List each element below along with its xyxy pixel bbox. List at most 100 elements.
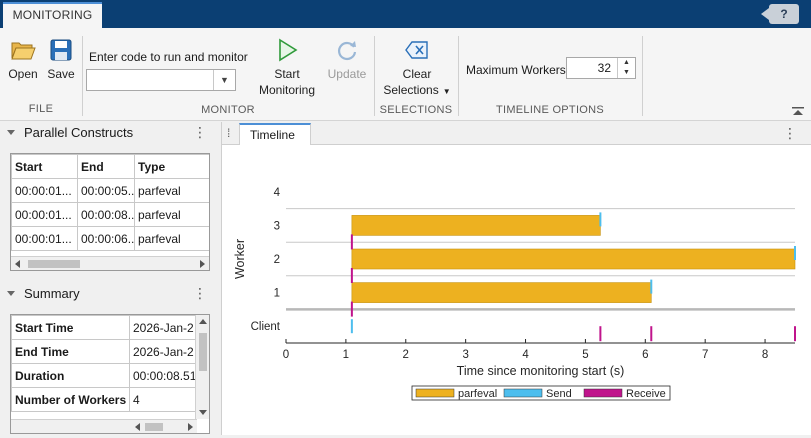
document-options-icon[interactable]: ⋮ <box>783 125 797 141</box>
scroll-thumb[interactable] <box>28 260 80 268</box>
table-row[interactable]: 00:00:01... 00:00:05... parfeval <box>11 178 209 203</box>
tab-monitoring[interactable]: MONITORING <box>3 2 102 28</box>
y-tick-label: 2 <box>274 254 280 266</box>
y-tick-label: Client <box>251 321 281 333</box>
open-button[interactable]: Open <box>6 38 40 82</box>
max-workers-label: Maximum Workers <box>466 63 566 77</box>
divider <box>642 36 643 116</box>
play-icon <box>279 38 298 62</box>
x-tick-label: 5 <box>582 349 588 361</box>
cell-end: 00:00:06... <box>77 226 135 251</box>
collapse-arrow-icon[interactable] <box>7 130 15 135</box>
timeline-chart[interactable]: 4 3 2 1 Client 0 1 2 3 4 5 6 7 8 Time since monitoring… <box>222 145 811 435</box>
update-label: Update <box>327 67 367 81</box>
summary-row: Start Time 2026-Jan-2 <box>11 315 198 340</box>
start-label-line2: Monitoring <box>258 83 316 97</box>
column-header[interactable]: Type <box>134 154 209 179</box>
open-label: Open <box>8 67 38 81</box>
y-axis-label: Worker <box>233 239 247 279</box>
y-tick-label: 1 <box>274 288 280 300</box>
parfeval-bar <box>351 248 796 270</box>
document-tab-strip: ⁞ Timeline ⋮ <box>222 122 811 145</box>
x-tick-label: 4 <box>522 349 529 361</box>
summary-key: Start Time <box>11 315 130 340</box>
cell-type: parfeval <box>134 226 209 251</box>
cell-end: 00:00:05... <box>77 178 135 203</box>
spinner-arrows-icon[interactable]: ▲ ▼ <box>617 58 635 78</box>
x-tick-label: 8 <box>762 349 768 361</box>
file-section: Open Save FILE <box>0 34 82 119</box>
code-input-label: Enter code to run and monitor <box>89 50 248 64</box>
scroll-thumb[interactable] <box>199 333 207 371</box>
document-menu-icon[interactable]: ⁞ <box>227 126 231 140</box>
parallel-constructs-header[interactable]: Parallel Constructs ⋮ <box>0 122 221 144</box>
cell-type: parfeval <box>134 178 209 203</box>
scroll-up-icon[interactable] <box>199 319 207 324</box>
legend-swatch <box>503 388 543 398</box>
parfeval-bar <box>351 215 601 236</box>
summary-title: Summary <box>24 286 80 301</box>
divider <box>374 36 375 116</box>
parallel-constructs-table: Start End Type 00:00:01... 00:00:05... p… <box>10 153 210 271</box>
summary-key: Duration <box>11 363 130 388</box>
summary-table: Start Time 2026-Jan-2 End Time 2026-Jan-… <box>10 314 210 434</box>
vertical-scrollbar[interactable] <box>195 315 209 419</box>
collapse-arrow-icon[interactable] <box>7 291 15 296</box>
summary-value: 2026-Jan-2 <box>129 339 198 364</box>
legend-swatch <box>583 388 623 398</box>
collapse-toolstrip-icon[interactable] <box>792 107 804 115</box>
panel-menu-icon[interactable]: ⋮ <box>193 124 207 140</box>
timeline-options-section-title: TIMELINE OPTIONS <box>495 104 605 116</box>
summary-row: End Time 2026-Jan-2 <box>11 339 198 364</box>
horizontal-scrollbar[interactable] <box>11 256 209 270</box>
divider <box>221 122 222 435</box>
code-input-field[interactable]: ▼ <box>86 69 236 91</box>
column-header[interactable]: End <box>77 154 135 179</box>
horizontal-scrollbar[interactable] <box>11 419 197 433</box>
parallel-constructs-title: Parallel Constructs <box>24 125 134 140</box>
help-button[interactable]: ? <box>761 4 799 24</box>
panel-menu-icon[interactable]: ⋮ <box>193 285 207 301</box>
x-tick-label: 1 <box>343 349 349 361</box>
scroll-left-icon[interactable] <box>135 423 140 431</box>
start-label-line1: Start <box>274 67 300 81</box>
parfeval-bar <box>351 282 652 303</box>
cell-start: 00:00:01... <box>11 226 78 251</box>
summary-value: 4 <box>129 387 198 412</box>
chevron-down-icon[interactable]: ▼ <box>213 70 235 90</box>
scroll-left-icon[interactable] <box>15 260 20 268</box>
x-tick-label: 0 <box>283 349 289 361</box>
save-button[interactable]: Save <box>44 38 78 82</box>
scroll-right-icon[interactable] <box>188 423 193 431</box>
monitor-section-title: MONITOR <box>201 104 255 116</box>
toolstrip: Open Save FILE Enter code to run and mon… <box>0 28 811 121</box>
clear-label-line1: Clear <box>402 67 432 81</box>
legend-label: Receive <box>626 388 666 400</box>
summary-key: Number of Workers <box>11 387 130 412</box>
start-monitoring-button[interactable]: Start Monitoring <box>252 38 322 98</box>
summary-value: 00:00:08.51 <box>129 363 198 388</box>
summary-row: Number of Workers 4 <box>11 387 198 412</box>
update-button[interactable]: Update <box>322 38 372 82</box>
summary-value: 2026-Jan-2 <box>129 315 198 340</box>
max-workers-spinner[interactable]: 32 ▲ ▼ <box>566 57 636 79</box>
y-tick-label: 3 <box>274 220 280 232</box>
table-row[interactable]: 00:00:01... 00:00:08... parfeval <box>11 202 209 227</box>
x-axis-label: Time since monitoring start (s) <box>457 364 625 378</box>
x-tick-label: 2 <box>403 349 409 361</box>
scroll-thumb[interactable] <box>145 423 163 431</box>
save-label: Save <box>47 67 75 81</box>
scroll-right-icon[interactable] <box>200 260 205 268</box>
cell-start: 00:00:01... <box>11 178 78 203</box>
summary-key: End Time <box>11 339 130 364</box>
summary-header[interactable]: Summary ⋮ <box>0 283 221 305</box>
column-header[interactable]: Start <box>11 154 78 179</box>
table-row[interactable]: 00:00:01... 00:00:06... parfeval <box>11 226 209 251</box>
timeline-plot-area[interactable]: 4 3 2 1 Client 0 1 2 3 4 5 6 7 8 Time since monitoring… <box>222 145 811 435</box>
scroll-down-icon[interactable] <box>199 410 207 415</box>
tab-timeline[interactable]: Timeline <box>239 123 311 145</box>
clear-selection-icon <box>405 41 428 59</box>
clear-selections-button[interactable]: Clear Selections ▼ <box>380 38 454 100</box>
x-tick-label: 7 <box>702 349 708 361</box>
refresh-icon <box>337 41 357 61</box>
